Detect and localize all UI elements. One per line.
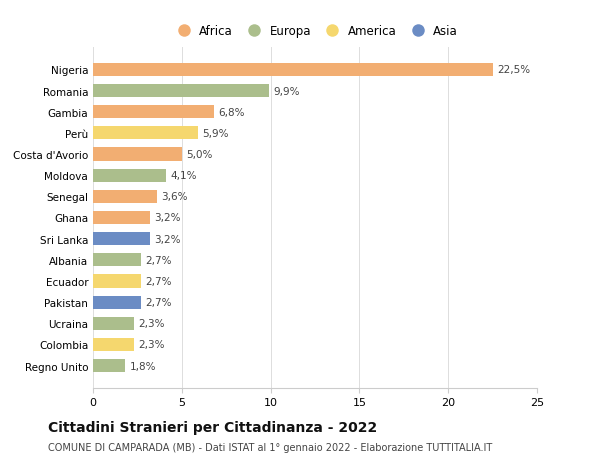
Bar xyxy=(93,85,269,98)
Text: 3,2%: 3,2% xyxy=(154,234,181,244)
Text: 2,7%: 2,7% xyxy=(145,276,172,286)
Bar xyxy=(93,64,493,77)
Text: 2,3%: 2,3% xyxy=(138,319,165,329)
Text: 2,3%: 2,3% xyxy=(138,340,165,350)
Bar xyxy=(93,275,141,288)
Bar xyxy=(93,254,141,267)
Bar xyxy=(93,296,141,309)
Text: 3,6%: 3,6% xyxy=(161,192,188,202)
Text: 1,8%: 1,8% xyxy=(130,361,156,371)
Bar xyxy=(93,148,182,161)
Bar xyxy=(93,338,134,351)
Text: 9,9%: 9,9% xyxy=(273,86,300,96)
Text: 6,8%: 6,8% xyxy=(218,107,245,118)
Text: 2,7%: 2,7% xyxy=(145,255,172,265)
Bar xyxy=(93,106,214,119)
Bar xyxy=(93,127,198,140)
Bar xyxy=(93,169,166,182)
Bar xyxy=(93,233,150,246)
Bar xyxy=(93,212,150,224)
Text: COMUNE DI CAMPARADA (MB) - Dati ISTAT al 1° gennaio 2022 - Elaborazione TUTTITAL: COMUNE DI CAMPARADA (MB) - Dati ISTAT al… xyxy=(48,442,492,452)
Bar xyxy=(93,317,134,330)
Text: 4,1%: 4,1% xyxy=(170,171,197,181)
Bar xyxy=(93,190,157,203)
Text: 22,5%: 22,5% xyxy=(497,65,530,75)
Text: 5,9%: 5,9% xyxy=(202,129,229,139)
Text: Cittadini Stranieri per Cittadinanza - 2022: Cittadini Stranieri per Cittadinanza - 2… xyxy=(48,420,377,434)
Legend: Africa, Europa, America, Asia: Africa, Europa, America, Asia xyxy=(167,20,463,43)
Bar xyxy=(93,359,125,372)
Text: 3,2%: 3,2% xyxy=(154,213,181,223)
Text: 2,7%: 2,7% xyxy=(145,297,172,308)
Text: 5,0%: 5,0% xyxy=(186,150,212,160)
